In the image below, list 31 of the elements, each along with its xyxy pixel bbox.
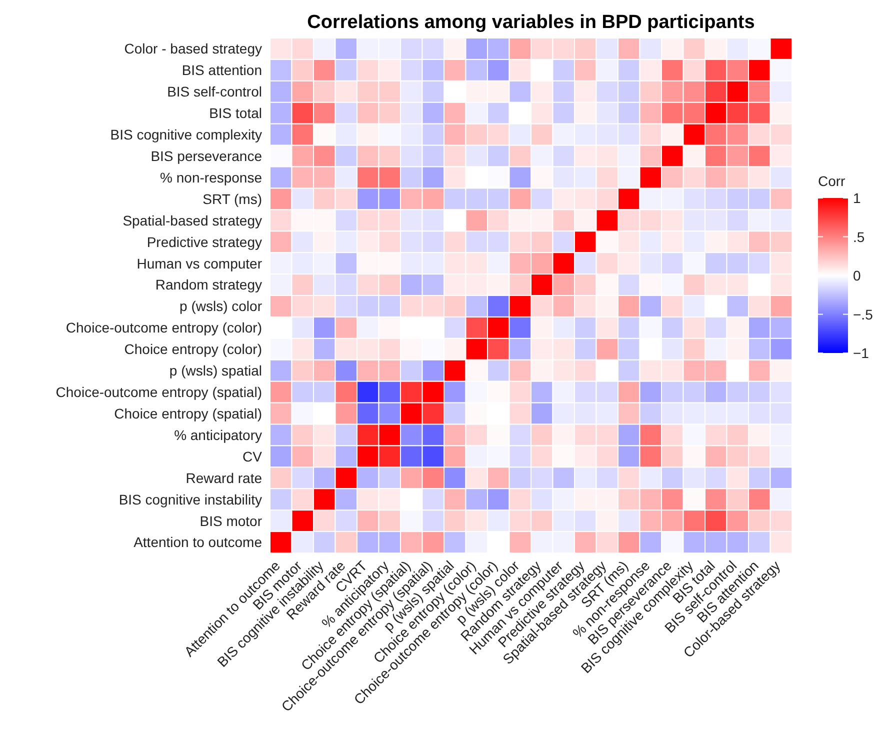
y-tick-label: BIS cognitive instability [118, 491, 262, 508]
color-bar-label: −1 [853, 345, 870, 361]
y-tick-label: % anticipatory [174, 426, 262, 443]
color-bar-label: 0 [853, 268, 861, 284]
y-tick-label: % non-response [160, 169, 262, 186]
color-bar-label: .5 [853, 228, 865, 245]
y-tick-label: Reward rate [186, 470, 262, 486]
color-bar-title: Corr [818, 173, 846, 189]
y-tick-label: Choice-outcome entropy (spatial) [56, 384, 262, 400]
y-tick-label: SRT (ms) [202, 190, 262, 207]
color-bar-label: −.5 [853, 306, 874, 322]
y-tick-label: p (wsls) spatial [169, 362, 262, 379]
y-tick-label: Random strategy [155, 276, 262, 293]
y-tick-label: BIS total [209, 105, 262, 122]
y-tick-label: BIS attention [182, 62, 262, 78]
y-tick-label: p (wsls) color [180, 298, 262, 314]
y-tick-label: Color - based strategy [124, 40, 262, 57]
y-tick-label: BIS motor [200, 512, 262, 529]
y-tick-label: Choice entropy (spatial) [114, 405, 262, 422]
y-tick-label: BIS perseverance [150, 148, 262, 164]
y-tick-label: Choice entropy (color) [124, 341, 262, 358]
y-tick-label: Attention to outcome [134, 534, 262, 550]
chart-title: Correlations among variables in BPD participants [306, 12, 756, 34]
y-tick-label: Predictive strategy [146, 234, 262, 250]
y-tick-label: BIS self-control [167, 84, 262, 100]
y-tick-label: CV [242, 448, 263, 464]
y-tick-label: Human vs computer [136, 255, 262, 272]
y-tick-label: BIS cognitive complexity [110, 126, 262, 143]
color-bar-label: 1 [853, 190, 861, 206]
y-tick-label: Choice-outcome entropy (color) [66, 320, 262, 336]
y-tick-label: Spatial-based strategy [122, 212, 262, 228]
